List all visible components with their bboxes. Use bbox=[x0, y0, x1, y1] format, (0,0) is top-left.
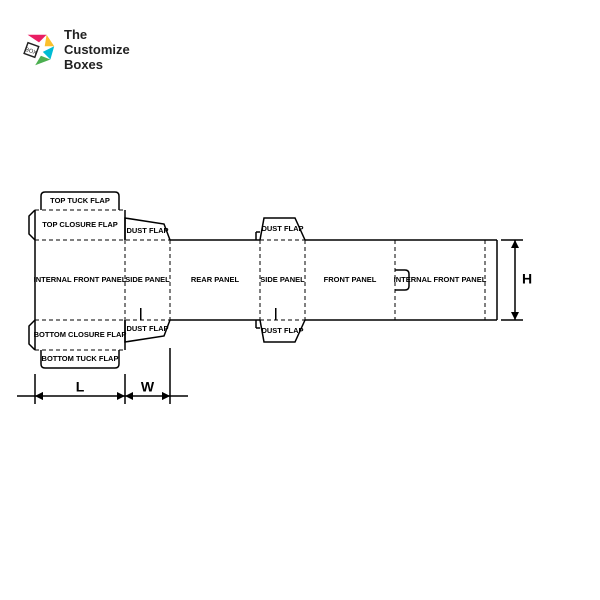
label-side-left: SIDE PANEL bbox=[125, 275, 170, 284]
dim-H: H bbox=[522, 271, 532, 287]
label-top-closure: TOP CLOSURE FLAP bbox=[42, 220, 118, 229]
label-rear: REAR PANEL bbox=[191, 275, 240, 284]
label-side-right: SIDE PANEL bbox=[260, 275, 305, 284]
label-top-tuck: TOP TUCK FLAP bbox=[50, 196, 110, 205]
logo-mark-icon: BOX bbox=[20, 31, 58, 69]
label-internal-front-left: INTERNAL FRONT PANEL bbox=[34, 275, 127, 284]
logo-text: The Customize Boxes bbox=[64, 28, 130, 73]
label-internal-front-right: INTERNAL FRONT PANEL bbox=[394, 275, 487, 284]
dim-W: W bbox=[141, 379, 155, 395]
label-dust-flap-bl: DUST FLAP bbox=[126, 324, 168, 333]
label-dust-flap-tr: DUST FLAP bbox=[261, 224, 303, 233]
brand-logo: BOX The Customize Boxes bbox=[20, 28, 130, 73]
logo-line3: Boxes bbox=[64, 58, 130, 73]
dim-L: L bbox=[76, 379, 85, 395]
label-bottom-tuck: BOTTOM TUCK FLAP bbox=[42, 354, 119, 363]
label-bottom-closure: BOTTOM CLOSURE FLAP bbox=[34, 330, 127, 339]
label-dust-flap-tl: DUST FLAP bbox=[126, 226, 168, 235]
logo-line2: Customize bbox=[64, 43, 130, 58]
label-front: FRONT PANEL bbox=[324, 275, 377, 284]
dieline-diagram: TOP TUCK FLAP TOP CLOSURE FLAP DUST FLAP IN… bbox=[10, 160, 590, 500]
logo-line1: The bbox=[64, 28, 130, 43]
label-dust-flap-br: DUST FLAP bbox=[261, 326, 303, 335]
